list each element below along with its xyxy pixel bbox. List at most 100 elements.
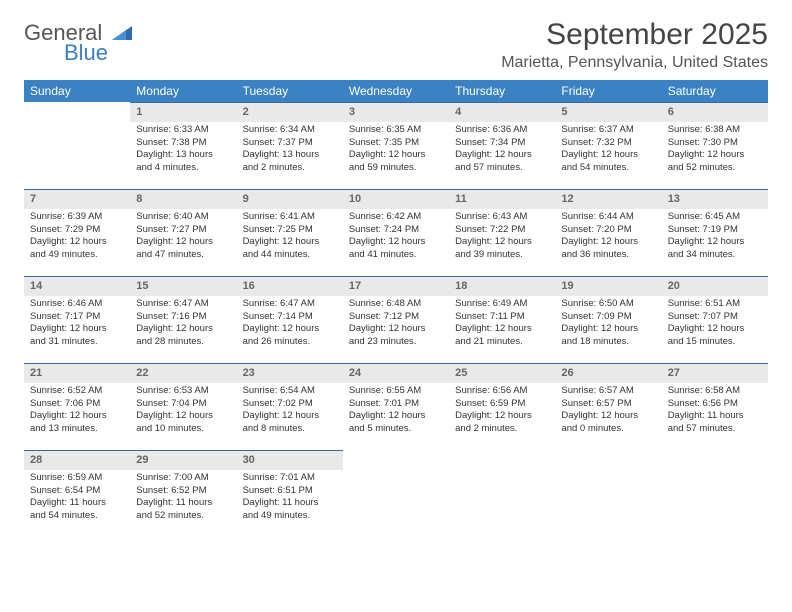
daylight-text: Daylight: 12 hours and 41 minutes. — [349, 236, 443, 262]
daylight-text: Daylight: 12 hours and 59 minutes. — [349, 149, 443, 175]
day-content: Sunrise: 6:44 AMSunset: 7:20 PMDaylight:… — [555, 209, 661, 266]
sunset-text: Sunset: 7:27 PM — [136, 224, 230, 237]
daylight-text: Daylight: 12 hours and 13 minutes. — [30, 410, 124, 436]
logo-word2: Blue — [64, 42, 132, 64]
calendar-day-cell: 4Sunrise: 6:36 AMSunset: 7:34 PMDaylight… — [449, 102, 555, 189]
sunrise-text: Sunrise: 6:47 AM — [136, 298, 230, 311]
daylight-text: Daylight: 12 hours and 18 minutes. — [561, 323, 655, 349]
calendar-day-cell: 3Sunrise: 6:35 AMSunset: 7:35 PMDaylight… — [343, 102, 449, 189]
calendar-day-cell: 22Sunrise: 6:53 AMSunset: 7:04 PMDayligh… — [130, 363, 236, 450]
sunset-text: Sunset: 7:35 PM — [349, 137, 443, 150]
daylight-text: Daylight: 12 hours and 8 minutes. — [243, 410, 337, 436]
day-number: 17 — [343, 276, 449, 296]
sunrise-text: Sunrise: 6:41 AM — [243, 211, 337, 224]
logo-text: General Blue — [24, 22, 132, 64]
day-number: 16 — [237, 276, 343, 296]
calendar-week-row: 28Sunrise: 6:59 AMSunset: 6:54 PMDayligh… — [24, 450, 768, 537]
sunrise-text: Sunrise: 7:00 AM — [136, 472, 230, 485]
month-title: September 2025 — [501, 18, 768, 52]
sunset-text: Sunset: 7:04 PM — [136, 398, 230, 411]
calendar-day-cell: 10Sunrise: 6:42 AMSunset: 7:24 PMDayligh… — [343, 189, 449, 276]
day-content: Sunrise: 6:54 AMSunset: 7:02 PMDaylight:… — [237, 383, 343, 440]
sunset-text: Sunset: 7:34 PM — [455, 137, 549, 150]
daylight-text: Daylight: 12 hours and 15 minutes. — [668, 323, 762, 349]
sunset-text: Sunset: 7:19 PM — [668, 224, 762, 237]
day-number: 21 — [24, 363, 130, 383]
calendar-day-cell: 19Sunrise: 6:50 AMSunset: 7:09 PMDayligh… — [555, 276, 661, 363]
calendar-day-cell: 1Sunrise: 6:33 AMSunset: 7:38 PMDaylight… — [130, 102, 236, 189]
sunset-text: Sunset: 7:32 PM — [561, 137, 655, 150]
weekday-header: Tuesday — [237, 80, 343, 102]
sunrise-text: Sunrise: 6:58 AM — [668, 385, 762, 398]
daylight-text: Daylight: 13 hours and 4 minutes. — [136, 149, 230, 175]
sunset-text: Sunset: 7:16 PM — [136, 311, 230, 324]
calendar-day-cell — [449, 450, 555, 537]
weekday-header-row: Sunday Monday Tuesday Wednesday Thursday… — [24, 80, 768, 102]
sunrise-text: Sunrise: 6:37 AM — [561, 124, 655, 137]
day-content: Sunrise: 6:51 AMSunset: 7:07 PMDaylight:… — [662, 296, 768, 353]
day-content: Sunrise: 6:43 AMSunset: 7:22 PMDaylight:… — [449, 209, 555, 266]
day-number: 10 — [343, 189, 449, 209]
sunrise-text: Sunrise: 6:49 AM — [455, 298, 549, 311]
day-number: 7 — [24, 189, 130, 209]
calendar-day-cell: 28Sunrise: 6:59 AMSunset: 6:54 PMDayligh… — [24, 450, 130, 537]
day-number: 27 — [662, 363, 768, 383]
calendar-day-cell: 13Sunrise: 6:45 AMSunset: 7:19 PMDayligh… — [662, 189, 768, 276]
calendar-day-cell: 20Sunrise: 6:51 AMSunset: 7:07 PMDayligh… — [662, 276, 768, 363]
day-content: Sunrise: 6:46 AMSunset: 7:17 PMDaylight:… — [24, 296, 130, 353]
calendar-day-cell: 16Sunrise: 6:47 AMSunset: 7:14 PMDayligh… — [237, 276, 343, 363]
sunrise-text: Sunrise: 6:59 AM — [30, 472, 124, 485]
daylight-text: Daylight: 12 hours and 28 minutes. — [136, 323, 230, 349]
daylight-text: Daylight: 12 hours and 34 minutes. — [668, 236, 762, 262]
sunset-text: Sunset: 7:29 PM — [30, 224, 124, 237]
sunset-text: Sunset: 7:07 PM — [668, 311, 762, 324]
day-content: Sunrise: 6:48 AMSunset: 7:12 PMDaylight:… — [343, 296, 449, 353]
calendar-day-cell: 14Sunrise: 6:46 AMSunset: 7:17 PMDayligh… — [24, 276, 130, 363]
daylight-text: Daylight: 11 hours and 52 minutes. — [136, 497, 230, 523]
calendar-day-cell: 15Sunrise: 6:47 AMSunset: 7:16 PMDayligh… — [130, 276, 236, 363]
day-content: Sunrise: 6:37 AMSunset: 7:32 PMDaylight:… — [555, 122, 661, 179]
calendar-day-cell: 26Sunrise: 6:57 AMSunset: 6:57 PMDayligh… — [555, 363, 661, 450]
day-number: 13 — [662, 189, 768, 209]
calendar-day-cell: 12Sunrise: 6:44 AMSunset: 7:20 PMDayligh… — [555, 189, 661, 276]
calendar-week-row: 14Sunrise: 6:46 AMSunset: 7:17 PMDayligh… — [24, 276, 768, 363]
day-content: Sunrise: 6:58 AMSunset: 6:56 PMDaylight:… — [662, 383, 768, 440]
sunset-text: Sunset: 7:14 PM — [243, 311, 337, 324]
day-number: 9 — [237, 189, 343, 209]
day-number: 22 — [130, 363, 236, 383]
sunrise-text: Sunrise: 6:36 AM — [455, 124, 549, 137]
weekday-header: Thursday — [449, 80, 555, 102]
calendar-day-cell: 27Sunrise: 6:58 AMSunset: 6:56 PMDayligh… — [662, 363, 768, 450]
sunset-text: Sunset: 6:54 PM — [30, 485, 124, 498]
day-content: Sunrise: 6:45 AMSunset: 7:19 PMDaylight:… — [662, 209, 768, 266]
day-number: 11 — [449, 189, 555, 209]
calendar-day-cell: 2Sunrise: 6:34 AMSunset: 7:37 PMDaylight… — [237, 102, 343, 189]
calendar-day-cell: 29Sunrise: 7:00 AMSunset: 6:52 PMDayligh… — [130, 450, 236, 537]
sunset-text: Sunset: 7:22 PM — [455, 224, 549, 237]
day-number: 20 — [662, 276, 768, 296]
daylight-text: Daylight: 12 hours and 5 minutes. — [349, 410, 443, 436]
sunset-text: Sunset: 7:20 PM — [561, 224, 655, 237]
sunrise-text: Sunrise: 6:39 AM — [30, 211, 124, 224]
day-number: 12 — [555, 189, 661, 209]
day-number: 14 — [24, 276, 130, 296]
day-content: Sunrise: 6:55 AMSunset: 7:01 PMDaylight:… — [343, 383, 449, 440]
calendar-day-cell: 21Sunrise: 6:52 AMSunset: 7:06 PMDayligh… — [24, 363, 130, 450]
daylight-text: Daylight: 11 hours and 49 minutes. — [243, 497, 337, 523]
calendar-day-cell — [24, 102, 130, 189]
day-content: Sunrise: 6:50 AMSunset: 7:09 PMDaylight:… — [555, 296, 661, 353]
day-number: 24 — [343, 363, 449, 383]
sunset-text: Sunset: 6:57 PM — [561, 398, 655, 411]
sunrise-text: Sunrise: 6:42 AM — [349, 211, 443, 224]
weekday-header: Sunday — [24, 80, 130, 102]
weekday-header: Friday — [555, 80, 661, 102]
sunrise-text: Sunrise: 6:56 AM — [455, 385, 549, 398]
daylight-text: Daylight: 12 hours and 54 minutes. — [561, 149, 655, 175]
sunset-text: Sunset: 7:02 PM — [243, 398, 337, 411]
sunset-text: Sunset: 7:17 PM — [30, 311, 124, 324]
sunrise-text: Sunrise: 6:54 AM — [243, 385, 337, 398]
calendar-day-cell: 11Sunrise: 6:43 AMSunset: 7:22 PMDayligh… — [449, 189, 555, 276]
daylight-text: Daylight: 12 hours and 2 minutes. — [455, 410, 549, 436]
calendar-week-row: 1Sunrise: 6:33 AMSunset: 7:38 PMDaylight… — [24, 102, 768, 189]
calendar-table: Sunday Monday Tuesday Wednesday Thursday… — [24, 80, 768, 537]
